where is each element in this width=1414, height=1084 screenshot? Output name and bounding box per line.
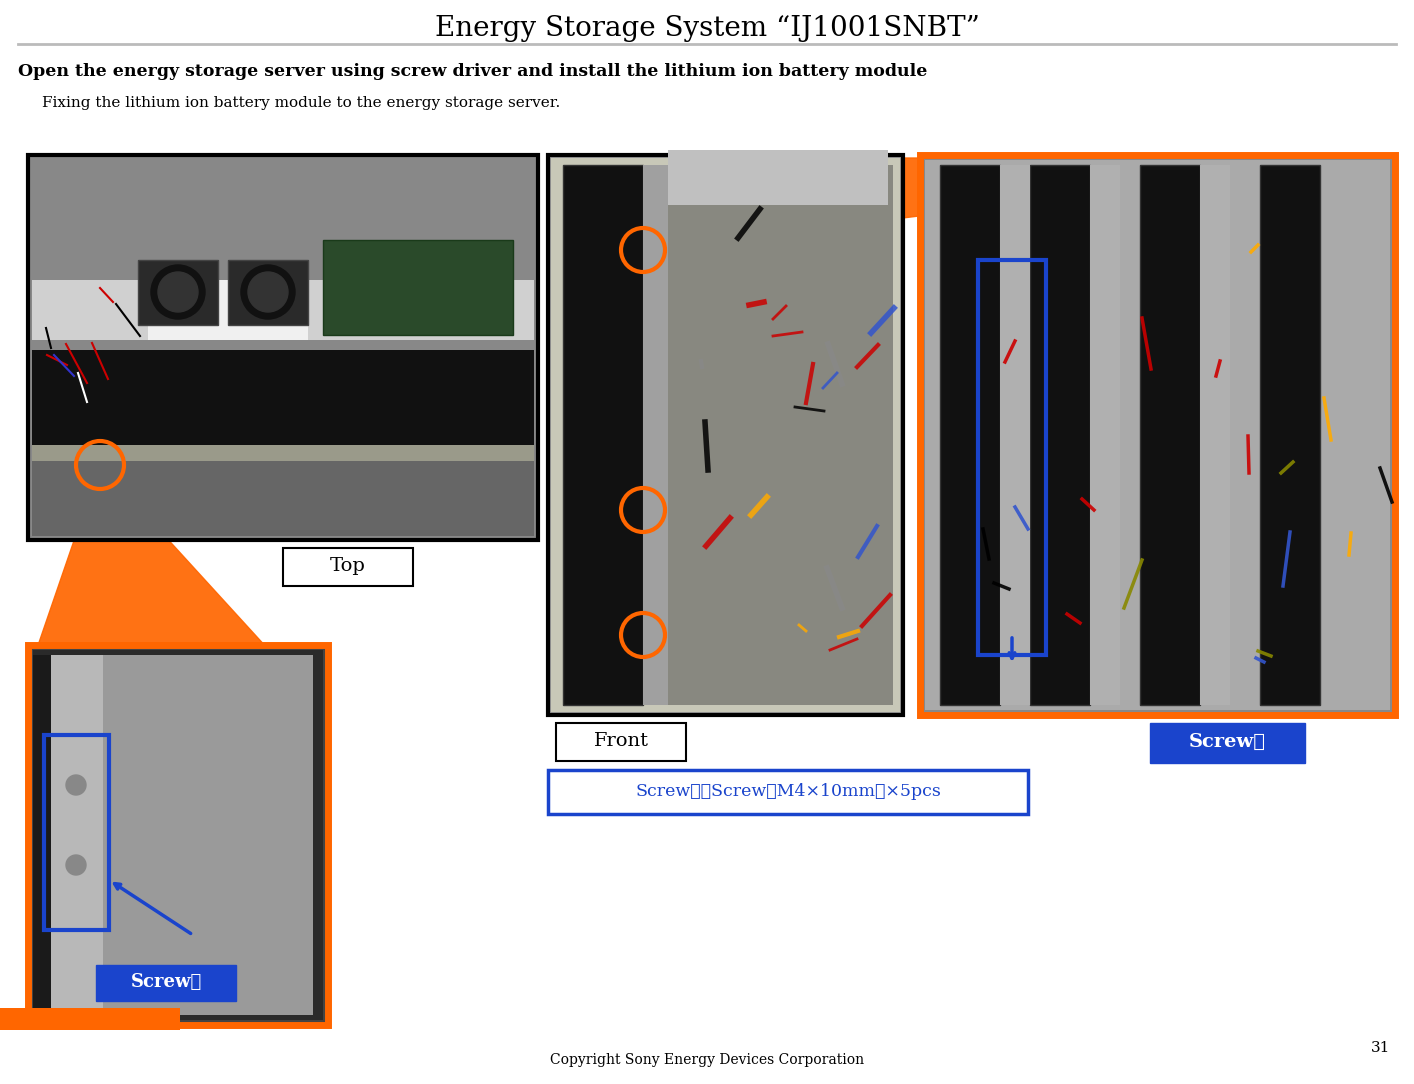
Bar — [96, 965, 236, 1001]
Bar — [1260, 165, 1321, 705]
Bar — [549, 155, 904, 715]
Bar — [549, 770, 1028, 814]
Text: Fixing the lithium ion battery module to the energy storage server.: Fixing the lithium ion battery module to… — [42, 96, 560, 109]
Bar — [33, 350, 534, 446]
Bar — [33, 650, 322, 1020]
Bar — [1090, 165, 1120, 705]
Bar — [0, 1008, 180, 1030]
Bar — [28, 645, 328, 1025]
Bar — [228, 260, 308, 325]
Circle shape — [158, 272, 198, 312]
Text: 31: 31 — [1370, 1041, 1390, 1055]
Circle shape — [151, 264, 205, 319]
Bar — [283, 549, 413, 586]
Bar — [33, 374, 534, 535]
Text: Screw：③Screw（M4×10mm）×5pcs: Screw：③Screw（M4×10mm）×5pcs — [635, 784, 940, 800]
Polygon shape — [33, 465, 279, 660]
Text: Top: Top — [329, 557, 366, 575]
Circle shape — [247, 272, 288, 312]
Bar — [33, 655, 51, 1015]
Bar — [1140, 165, 1200, 705]
Bar — [1150, 723, 1305, 763]
Bar — [551, 158, 899, 712]
Bar — [925, 160, 1390, 710]
Bar — [28, 155, 537, 540]
Bar — [643, 165, 667, 705]
Text: Energy Storage System “IJ1001SNBT”: Energy Storage System “IJ1001SNBT” — [434, 14, 980, 41]
Bar — [921, 155, 1396, 715]
Text: Screw③: Screw③ — [130, 973, 202, 991]
Circle shape — [66, 775, 86, 795]
Bar — [978, 260, 1046, 655]
Text: Front: Front — [594, 732, 649, 750]
Bar — [940, 165, 1000, 705]
Text: Screw③: Screw③ — [1189, 733, 1266, 751]
Circle shape — [240, 264, 296, 319]
Bar — [139, 260, 218, 325]
Bar — [667, 165, 894, 705]
Bar — [148, 280, 308, 340]
Bar — [563, 165, 643, 705]
Bar — [1029, 165, 1090, 705]
Text: Open the energy storage server using screw driver and install the lithium ion ba: Open the energy storage server using scr… — [18, 64, 928, 80]
Bar — [556, 723, 686, 761]
Polygon shape — [643, 158, 1390, 250]
Bar — [322, 240, 513, 335]
Bar — [48, 655, 103, 1015]
Bar — [33, 280, 534, 340]
Bar — [33, 461, 534, 535]
Bar — [103, 655, 312, 1015]
Bar — [1200, 165, 1230, 705]
Text: Copyright Sony Energy Devices Corporation: Copyright Sony Energy Devices Corporatio… — [550, 1053, 864, 1067]
Bar — [44, 735, 109, 930]
Bar — [667, 150, 888, 205]
Circle shape — [66, 855, 86, 875]
Bar — [1000, 165, 1029, 705]
